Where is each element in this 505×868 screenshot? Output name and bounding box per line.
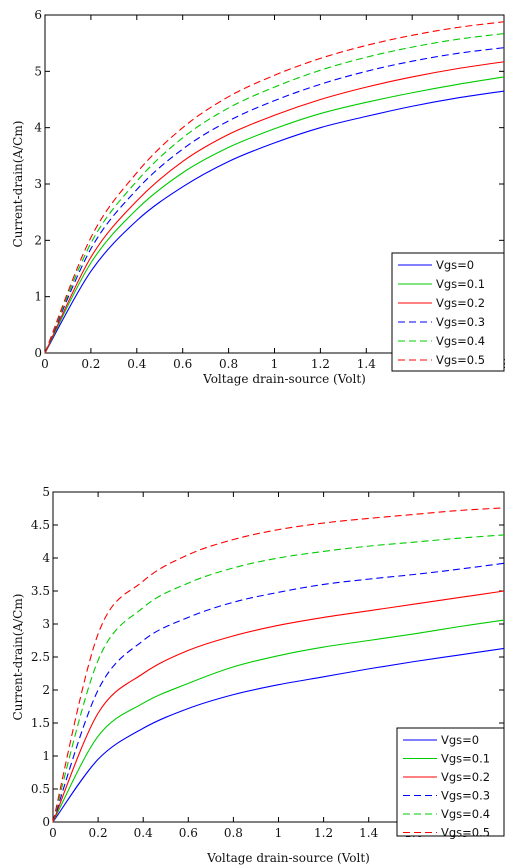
series-line-vgs-0-5 bbox=[52, 507, 505, 823]
y-tick-label: 3 bbox=[42, 617, 50, 631]
chart-1: 00.20.40.60.811.21.41.61.820123456Voltag… bbox=[11, 8, 505, 386]
series-line-vgs-0 bbox=[52, 647, 505, 823]
x-tick-label: 1.2 bbox=[311, 357, 330, 371]
y-tick-label: 4 bbox=[34, 121, 42, 135]
x-tick-label: 0.8 bbox=[219, 357, 238, 371]
legend-label: Vgs=0.3 bbox=[436, 315, 485, 329]
legend-label: Vgs=0.2 bbox=[436, 296, 485, 310]
y-tick-label: 0 bbox=[34, 346, 42, 360]
x-tick-label: 0.6 bbox=[179, 826, 198, 840]
legend-box bbox=[396, 727, 505, 837]
legend-label: Vgs=0 bbox=[436, 258, 474, 272]
legend-label: Vgs=0.4 bbox=[436, 334, 485, 348]
y-tick-label: 3 bbox=[34, 177, 42, 191]
x-tick-label: 1.4 bbox=[359, 826, 378, 840]
series-line-vgs-0-1 bbox=[44, 76, 505, 354]
y-tick-label: 4 bbox=[42, 551, 50, 565]
chart-2: 00.20.40.60.811.21.41.61.800.511.522.533… bbox=[11, 485, 505, 865]
x-tick-label: 0.4 bbox=[134, 826, 153, 840]
y-tick-label: 2 bbox=[34, 233, 42, 247]
x-tick-label: 1.2 bbox=[314, 826, 333, 840]
x-tick-label: 0.2 bbox=[89, 826, 108, 840]
x-tick-label: 0.2 bbox=[81, 357, 100, 371]
series-line-vgs-0-4 bbox=[44, 33, 505, 354]
series-line-vgs-0-1 bbox=[52, 619, 505, 823]
series-line-vgs-0-2 bbox=[52, 590, 505, 823]
x-tick-label: 0.8 bbox=[224, 826, 243, 840]
legend-label: Vgs=0.1 bbox=[441, 752, 490, 766]
legend: Vgs=0 Vgs=0.1 Vgs=0.2 Vgs=0.3 Vgs=0.4 Vgs=0.5 bbox=[391, 252, 505, 372]
legend-label: Vgs=0.1 bbox=[436, 277, 485, 291]
series-line-vgs-0 bbox=[44, 90, 505, 354]
y-tick-label: 0.5 bbox=[31, 782, 50, 796]
legend-label: Vgs=0 bbox=[441, 733, 479, 747]
x-tick-label: 0.6 bbox=[173, 357, 192, 371]
legend: Vgs=0 Vgs=0.1 Vgs=0.2 Vgs=0.3 Vgs=0.4 Vgs=0.5 bbox=[396, 727, 505, 840]
x-tick-label: 1 bbox=[275, 826, 283, 840]
x-tick-label: 1 bbox=[271, 357, 279, 371]
legend-label: Vgs=0.3 bbox=[441, 789, 490, 803]
y-tick-label: 4.5 bbox=[31, 518, 50, 532]
legend-label: Vgs=0.4 bbox=[441, 807, 490, 821]
y-tick-label: 0 bbox=[42, 815, 50, 829]
y-axis-label: Current-drain(A/Cm) bbox=[11, 594, 25, 721]
y-tick-label: 5 bbox=[34, 64, 42, 78]
y-tick-label: 5 bbox=[42, 485, 50, 499]
y-tick-label: 6 bbox=[34, 8, 42, 22]
x-tick-label: 0 bbox=[41, 357, 49, 371]
series-line-vgs-0-3 bbox=[52, 562, 505, 823]
x-axis-label: Voltage drain-source (Volt) bbox=[202, 372, 366, 386]
y-tick-label: 1 bbox=[42, 749, 50, 763]
legend-label: Vgs=0.5 bbox=[441, 826, 490, 840]
x-axis-label: Voltage drain-source (Volt) bbox=[206, 851, 370, 865]
y-axis-label: Current-drain(A/Cm) bbox=[11, 121, 25, 248]
legend-box bbox=[391, 252, 505, 372]
y-tick-label: 2 bbox=[42, 683, 50, 697]
y-tick-label: 3.5 bbox=[31, 584, 50, 598]
y-tick-label: 1 bbox=[34, 290, 42, 304]
legend-label: Vgs=0.5 bbox=[436, 353, 485, 367]
x-tick-label: 0.4 bbox=[127, 357, 146, 371]
y-tick-label: 1.5 bbox=[31, 716, 50, 730]
y-tick-label: 2.5 bbox=[31, 650, 50, 664]
series-line-vgs-0-2 bbox=[44, 61, 505, 354]
x-tick-label: 0 bbox=[49, 826, 57, 840]
legend-label: Vgs=0.2 bbox=[441, 770, 490, 784]
series-line-vgs-0-3 bbox=[44, 47, 505, 354]
x-tick-label: 1.4 bbox=[357, 357, 376, 371]
